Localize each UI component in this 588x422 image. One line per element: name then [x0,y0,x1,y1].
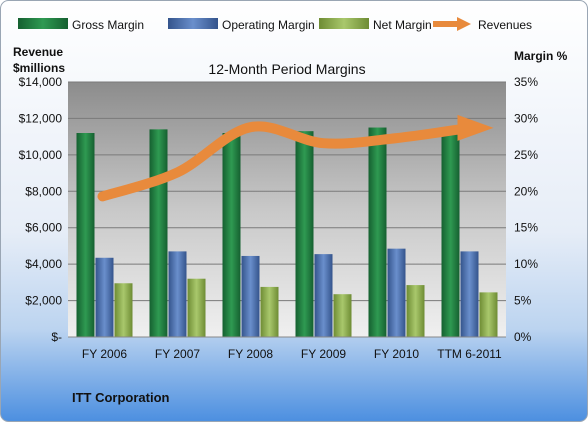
legend-arrow-icon [457,17,471,31]
right-axis-title: Margin % [514,49,568,63]
left-tick-label: $- [51,330,62,344]
legend: Gross Margin Operating Margin Net Margin Re… [18,17,532,32]
right-tick-label: 35% [514,75,538,89]
right-tick-label: 0% [514,330,532,344]
right-tick-label: 15% [514,221,538,235]
legend-swatch [168,18,218,29]
operating-margin-bar [387,248,406,337]
operating-margin-bar [460,251,479,337]
revenues-line [97,114,494,202]
revenues-line-path [97,121,475,202]
left-tick-label: $12,000 [19,111,63,125]
left-tick-label: $14,000 [19,75,63,89]
left-tick-label: $8,000 [25,184,62,198]
gross-margin-bar [295,131,314,337]
operating-margin-bar [241,255,260,337]
right-tick-label: 10% [514,257,538,271]
x-tick-label: FY 2009 [301,347,346,361]
left-axis-title-line-1: Revenue [13,45,63,59]
right-tick-label: 25% [514,148,538,162]
chart-title: 12-Month Period Margins [208,61,365,77]
gridlines [68,81,506,302]
legend-label: Revenues [478,18,532,32]
net-margin-bar [260,286,279,337]
revenues-arrow-head [457,114,494,141]
operating-margin-bar [314,254,333,337]
right-tick-label: 30% [514,111,538,125]
gross-margin-bar [76,133,95,337]
legend-label: Net Margin [373,18,432,32]
net-margin-bar [479,292,498,337]
legend-label: Operating Margin [222,18,315,32]
legend-swatch [319,18,369,29]
left-tick-label: $6,000 [25,221,62,235]
net-margin-bar [333,294,352,337]
left-tick-label: $2,000 [25,294,62,308]
legend-label: Gross Margin [72,18,144,32]
operating-margin-bar [95,257,114,337]
x-tick-label: FY 2008 [228,347,273,361]
x-tick-label: TTM 6-2011 [437,347,502,361]
x-tick-label: FY 2010 [374,347,419,361]
right-axis-ticks: 0% 5% 10% 15% 20% 25% 30% 35% [514,75,538,344]
right-tick-label: 20% [514,184,538,198]
left-tick-label: $4,000 [25,257,62,271]
net-margin-bar [187,278,206,337]
x-tick-label: FY 2007 [155,347,200,361]
net-margin-bar [406,285,425,337]
company-name: ITT Corporation [72,390,170,405]
net-margin-bar [114,283,133,337]
x-axis-ticks: FY 2006 FY 2007 FY 2008 FY 2009 FY 2010 TTM 6… [82,347,502,361]
gross-margin-bar [149,129,168,337]
legend-swatch [18,18,68,29]
gross-margin-bar [368,127,387,338]
plot-area [68,82,506,337]
operating-margin-bar [168,251,187,337]
left-axis-ticks: $- $2,000 $4,000 $6,000 $8,000 $10,000 $12,000… [19,75,63,344]
gross-margin-bar [222,133,241,337]
gross-margin-bar [441,128,460,337]
left-axis-title-line-2: $millions [13,61,65,75]
left-tick-label: $10,000 [19,148,63,162]
x-tick-label: FY 2006 [82,347,127,361]
right-tick-label: 5% [514,294,532,308]
